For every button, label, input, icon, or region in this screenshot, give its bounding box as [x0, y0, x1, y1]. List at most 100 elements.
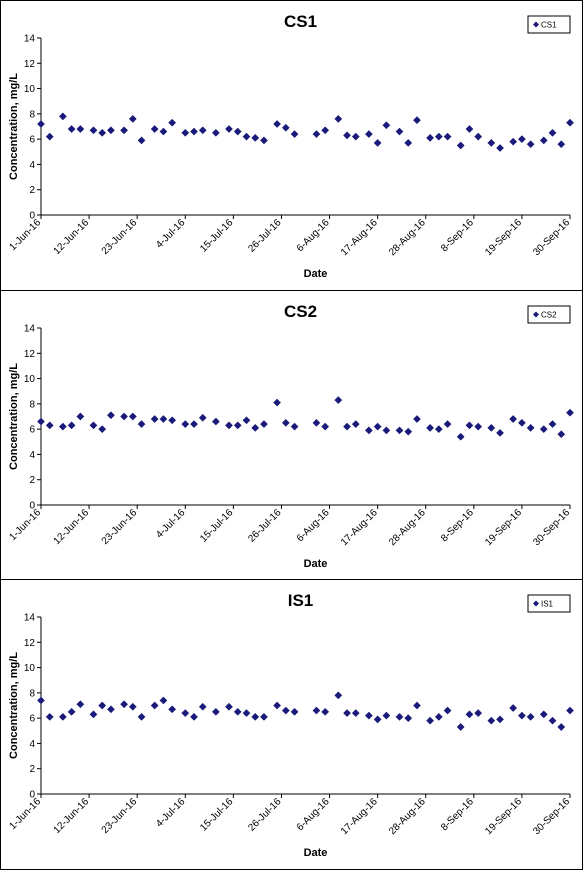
- y-tick-label: 14: [24, 34, 36, 45]
- data-point: [98, 425, 107, 434]
- data-point: [557, 140, 566, 149]
- chart-svg: CS2 0 2 4 6 8 10 12 14 1-Jun-16 12-Jun-16 23-Jun-16…: [7, 302, 574, 570]
- data-point: [37, 120, 45, 128]
- data-point: [413, 701, 421, 710]
- data-point: [190, 127, 198, 136]
- y-axis-label: Concentration, mg/L: [8, 363, 20, 470]
- data-point: [566, 706, 574, 715]
- data-point: [465, 421, 474, 430]
- data-point: [426, 716, 435, 725]
- data-point: [225, 125, 233, 133]
- data-point: [321, 422, 330, 431]
- data-point: [242, 709, 251, 718]
- x-tick-label: 6-Aug-16: [295, 507, 332, 544]
- data-point: [190, 420, 198, 429]
- data-point: [58, 422, 67, 431]
- chart-panel-cs1: CS1 0 2 4 6 8 10 12 14 1-Jun-16 12-Jun-16 23-Jun-16…: [0, 0, 583, 291]
- data-point: [76, 700, 85, 709]
- data-point: [211, 707, 220, 716]
- data-point: [434, 425, 443, 434]
- data-point: [351, 709, 360, 718]
- data-point: [273, 398, 282, 407]
- y-tick-label: 14: [24, 324, 36, 335]
- data-point: [517, 711, 526, 720]
- data-point: [128, 412, 137, 421]
- x-tick-label: 30-Sep-16: [531, 217, 572, 258]
- data-point: [443, 420, 452, 429]
- x-tick-label: 1-Jun-16: [7, 507, 43, 543]
- x-tick-label: 6-Aug-16: [295, 796, 332, 833]
- data-point: [351, 420, 360, 429]
- x-tick-label: 4-Jul-16: [154, 507, 188, 541]
- data-point: [290, 130, 299, 139]
- data-point: [159, 415, 168, 423]
- data-point: [106, 411, 115, 420]
- data-point: [443, 132, 452, 141]
- data-point: [45, 712, 54, 721]
- data-point: [343, 131, 351, 140]
- data-point: [509, 137, 518, 146]
- x-tick-label: 4-Jul-16: [154, 796, 188, 830]
- data-point: [456, 141, 465, 150]
- data-point: [404, 427, 413, 436]
- x-tick-label: 17-Aug-16: [339, 217, 380, 258]
- data-point: [260, 420, 268, 429]
- x-tick-label: 17-Aug-16: [339, 796, 380, 837]
- data-point: [443, 706, 452, 715]
- y-tick-label: 4: [29, 450, 35, 461]
- data-point: [364, 130, 373, 139]
- x-tick-label: 19-Sep-16: [483, 796, 524, 837]
- data-point: [526, 712, 535, 721]
- data-point: [67, 421, 76, 430]
- data-point: [526, 423, 535, 432]
- data-point: [395, 127, 404, 136]
- data-point: [198, 702, 207, 711]
- data-point: [364, 711, 373, 720]
- x-tick-label: 17-Aug-16: [339, 507, 380, 548]
- data-point: [487, 138, 496, 147]
- x-tick-label: 26-Jul-16: [246, 507, 284, 545]
- x-tick-label: 4-Jul-16: [154, 217, 188, 251]
- data-point: [76, 412, 85, 421]
- data-point: [474, 132, 483, 141]
- data-point: [526, 140, 535, 149]
- data-point: [395, 426, 404, 435]
- data-point: [404, 714, 413, 723]
- y-tick-label: 10: [24, 374, 36, 385]
- data-point: [120, 700, 129, 709]
- data-point: [242, 416, 251, 425]
- data-point: [150, 701, 159, 710]
- data-point: [281, 706, 290, 715]
- data-point: [465, 125, 474, 133]
- data-point: [312, 706, 321, 715]
- data-point: [181, 128, 190, 137]
- x-tick-label: 8-Sep-16: [439, 796, 476, 833]
- y-tick-label: 8: [29, 109, 35, 120]
- data-point: [159, 127, 168, 136]
- data-point: [137, 712, 146, 721]
- legend-box: [527, 15, 571, 34]
- y-tick-label: 6: [29, 714, 35, 725]
- data-point: [434, 132, 443, 141]
- legend-marker: [533, 600, 539, 607]
- data-point: [373, 422, 382, 431]
- legend-box: [527, 594, 571, 613]
- data-point: [382, 426, 391, 435]
- y-tick-label: 0: [29, 211, 35, 222]
- chart-svg: CS1 0 2 4 6 8 10 12 14 1-Jun-16 12-Jun-16 23-Jun-16…: [7, 12, 574, 280]
- data-point: [343, 709, 351, 718]
- data-point: [233, 707, 242, 716]
- data-point: [260, 136, 268, 145]
- data-point: [198, 126, 207, 135]
- y-tick-label: 8: [29, 399, 35, 410]
- data-point: [364, 426, 373, 435]
- y-tick-label: 0: [29, 501, 35, 512]
- legend-marker: [533, 21, 539, 28]
- legend-label: IS1: [541, 600, 554, 609]
- y-tick-label: 12: [24, 638, 36, 649]
- x-tick-label: 12-Jun-16: [52, 217, 92, 257]
- y-tick-label: 14: [24, 613, 36, 624]
- chart-title: CS2: [284, 302, 317, 321]
- x-tick-label: 8-Sep-16: [439, 507, 476, 544]
